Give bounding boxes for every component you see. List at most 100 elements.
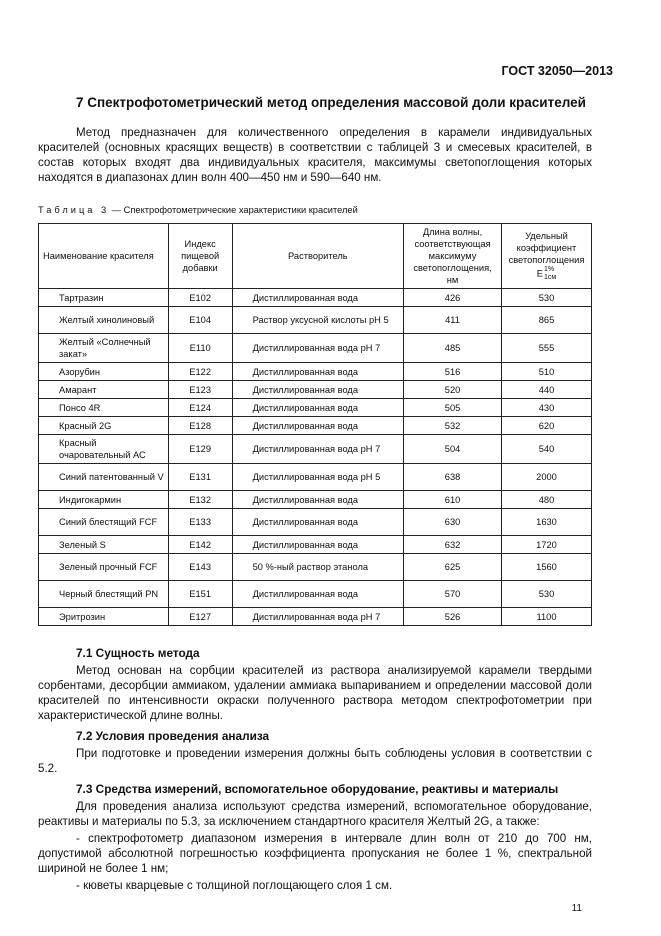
cell-solvent: Дистиллированная вода [231, 580, 405, 608]
cell-wavelength: 625 [403, 553, 502, 581]
cell-wavelength: 570 [403, 580, 502, 608]
cell-wavelength: 630 [403, 508, 502, 536]
cell-wavelength: 610 [403, 490, 502, 509]
cell-coefficient: 1100 [501, 607, 592, 626]
cell-index: E143 [167, 553, 233, 581]
cell-wavelength: 632 [403, 535, 502, 554]
cell-wavelength: 638 [403, 463, 502, 491]
cell-coefficient: 530 [501, 288, 592, 307]
cell-wavelength: 532 [403, 416, 502, 435]
cell-solvent: Раствор уксусной кислоты pH 5 [231, 306, 405, 334]
table-row: Тартразин E102 Дистиллированная вода 426 530 [38, 288, 592, 307]
cell-index: E128 [167, 416, 233, 435]
cell-name: Зеленый S [38, 535, 169, 554]
cell-coefficient: 1630 [501, 508, 592, 536]
cell-solvent: Дистиллированная вода [231, 535, 405, 554]
cell-name: Тартразин [38, 288, 169, 307]
cell-coefficient: 620 [501, 416, 592, 435]
cell-name: Желтый «Солнечный закат» [38, 333, 169, 363]
cell-coefficient: 1720 [501, 535, 592, 554]
header-wavelength: Длина волны, соответствующая максимуму с… [403, 223, 502, 289]
cell-solvent: Дистиллированная вода pH 7 [231, 333, 405, 363]
cell-solvent: Дистиллированная вода [231, 288, 405, 307]
cell-index: E142 [167, 535, 233, 554]
cell-name: Понсо 4R [38, 398, 169, 417]
cell-name: Синий блестящий FCF [38, 508, 169, 536]
cell-name: Эритрозин [38, 607, 169, 626]
cell-solvent: Дистиллированная вода [231, 362, 405, 381]
header-name: Наименование красителя [38, 223, 169, 289]
table-row: Понсо 4R E124 Дистиллированная вода 505 430 [38, 398, 592, 417]
header-coefficient: Удельный коэффициент светопоглощения E 1%… [501, 223, 592, 289]
cell-coefficient: 440 [501, 380, 592, 399]
cell-name: Зеленый прочный FCF [38, 553, 169, 581]
table-row: Красный очаровательный АС E129 Дистиллиров… [38, 434, 592, 464]
cell-solvent: Дистиллированная вода [231, 398, 405, 417]
table-row: Синий патентованный V E131 Дистиллированна… [38, 463, 592, 491]
cell-name: Черный блестящий PN [38, 580, 169, 608]
table-row: Синий блестящий FCF E133 Дистиллированная … [38, 508, 592, 536]
cell-coefficient: 530 [501, 580, 592, 608]
cell-wavelength: 516 [403, 362, 502, 381]
cell-coefficient: 555 [501, 333, 592, 363]
cell-index: E110 [167, 333, 233, 363]
table-row: Зеленый S E142 Дистиллированная вода 632 172… [38, 535, 592, 554]
cell-wavelength: 526 [403, 607, 502, 626]
cell-index: E124 [167, 398, 233, 417]
cell-index: E102 [167, 288, 233, 307]
section-7-3-text: Для проведения анализа используют средст… [38, 800, 592, 828]
section-7-3-item: - спектрофотометр диапазоном измерения в… [38, 832, 592, 875]
cell-name: Индигокармин [38, 490, 169, 509]
cell-coefficient: 865 [501, 306, 592, 334]
cell-index: E131 [167, 463, 233, 491]
table-row: Желтый хинолиновый E104 Раствор уксусной к… [38, 306, 592, 334]
table-row: Азорубин E122 Дистиллированная вода 516 510 [38, 362, 592, 381]
page-number: 11 [571, 903, 582, 914]
section-7-1-title: 7.1 Сущность метода [76, 646, 200, 660]
dye-table: Наименование красителя Индекс пищевой до… [38, 223, 592, 626]
table-row: Зеленый прочный FCF E143 50 %-ный раствор … [38, 553, 592, 581]
cell-solvent: 50 %-ный раствор этанола [231, 553, 405, 581]
cell-wavelength: 504 [403, 434, 502, 464]
cell-coefficient: 540 [501, 434, 592, 464]
coefficient-indices: 1% 1см [543, 266, 557, 281]
cell-index: E127 [167, 607, 233, 626]
cell-wavelength: 485 [403, 333, 502, 363]
cell-index: E132 [167, 490, 233, 509]
cell-index: E151 [167, 580, 233, 608]
cell-index: E129 [167, 434, 233, 464]
cell-name: Желтый хинолиновый [38, 306, 169, 334]
cell-index: E123 [167, 380, 233, 399]
table-row: Красный 2G E128 Дистиллированная вода 532 62… [38, 416, 592, 435]
cell-solvent: Дистиллированная вода pH 7 [231, 434, 405, 464]
cell-solvent: Дистиллированная вода [231, 508, 405, 536]
section-7-2-title: 7.2 Условия проведения анализа [76, 729, 270, 743]
cell-solvent: Дистиллированная вода [231, 416, 405, 435]
cell-coefficient: 2000 [501, 463, 592, 491]
cell-name: Синий патентованный V [38, 463, 169, 491]
section-7-3-item: - кюветы кварцевые с толщиной поглощающе… [76, 879, 393, 892]
header-index: Индекс пищевой добавки [167, 223, 233, 289]
cell-solvent: Дистиллированная вода [231, 490, 405, 509]
cell-wavelength: 505 [403, 398, 502, 417]
cell-wavelength: 520 [403, 380, 502, 399]
table-row: Амарант E123 Дистиллированная вода 520 440 [38, 380, 592, 399]
table-row: Черный блестящий PN E151 Дистиллированная … [38, 580, 592, 608]
cell-coefficient: 480 [501, 490, 592, 509]
section-7-1-text: Метод основан на сорбции красителей из р… [38, 664, 592, 722]
cell-wavelength: 411 [403, 306, 502, 334]
cell-name: Азорубин [38, 362, 169, 381]
cell-coefficient: 1560 [501, 553, 592, 581]
page-content: 7 Спектрофотометрический метод определен… [38, 94, 592, 914]
header-solvent: Растворитель [231, 223, 405, 289]
table-caption: Таблица 3 — Спектрофотометрические харак… [38, 205, 358, 215]
standard-header: ГОСТ 32050—2013 [501, 64, 613, 78]
cell-name: Красный очаровательный АС [38, 434, 169, 464]
cell-solvent: Дистиллированная вода [231, 380, 405, 399]
intro-paragraph: Метод предназначен для количественного о… [38, 126, 592, 184]
cell-index: E104 [167, 306, 233, 334]
cell-coefficient: 430 [501, 398, 592, 417]
cell-solvent: Дистиллированная вода pH 7 [231, 607, 405, 626]
section-7-2-text: При подготовке и проведении измерения до… [38, 747, 592, 775]
